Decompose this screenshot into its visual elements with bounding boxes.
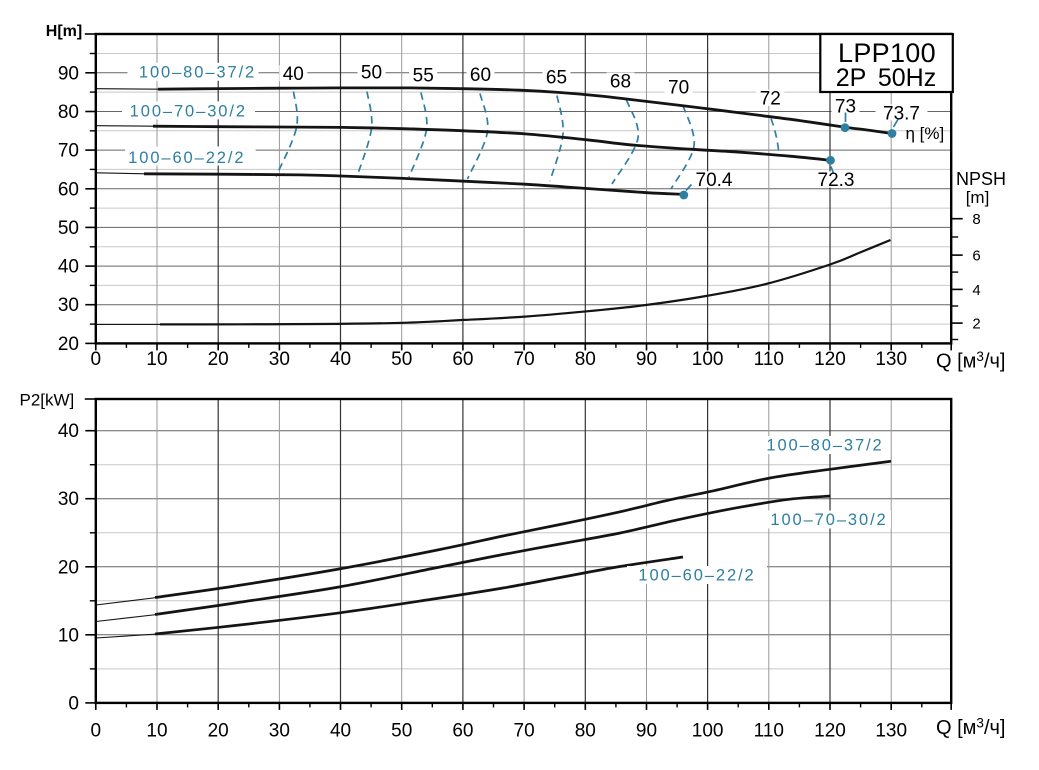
svg-text:50: 50: [391, 720, 412, 741]
svg-text:20: 20: [58, 334, 79, 355]
svg-text:68: 68: [610, 71, 631, 92]
svg-text:70: 70: [514, 720, 535, 741]
svg-text:4: 4: [972, 282, 980, 299]
svg-text:72: 72: [760, 89, 781, 110]
svg-text:90: 90: [636, 720, 657, 741]
svg-text:55: 55: [413, 65, 434, 86]
svg-text:50: 50: [361, 63, 382, 84]
svg-text:65: 65: [546, 68, 567, 89]
svg-text:H[m]: H[m]: [46, 23, 82, 40]
svg-text:NPSH: NPSH: [956, 169, 1006, 189]
svg-text:6: 6: [972, 248, 980, 265]
svg-text:0: 0: [91, 349, 102, 370]
svg-text:73.7: 73.7: [883, 103, 920, 124]
svg-text:70: 70: [668, 77, 689, 98]
svg-text:73: 73: [835, 97, 856, 118]
svg-text:60: 60: [452, 349, 473, 370]
svg-text:20: 20: [58, 557, 79, 578]
svg-text:70: 70: [58, 141, 79, 162]
svg-text:10: 10: [58, 625, 79, 646]
svg-text:30: 30: [269, 720, 290, 741]
svg-text:100: 100: [692, 720, 724, 741]
svg-text:100–70–30/2: 100–70–30/2: [130, 102, 247, 120]
svg-text:100–70–30/2: 100–70–30/2: [770, 511, 887, 529]
svg-text:72.3: 72.3: [818, 170, 855, 191]
svg-text:20: 20: [208, 349, 229, 370]
svg-text:50: 50: [391, 349, 412, 370]
svg-text:10: 10: [146, 349, 167, 370]
svg-text:110: 110: [754, 720, 784, 741]
svg-text:Q [м3/ч]: Q [м3/ч]: [936, 716, 1005, 739]
svg-text:20: 20: [208, 720, 229, 741]
svg-text:130: 130: [875, 349, 907, 370]
svg-text:10: 10: [146, 720, 167, 741]
svg-text:[m]: [m]: [966, 188, 990, 207]
svg-text:90: 90: [58, 63, 79, 84]
svg-text:2P 50Hz: 2P 50Hz: [836, 64, 936, 92]
svg-text:100–60–22/2: 100–60–22/2: [638, 567, 755, 585]
svg-text:70: 70: [514, 349, 535, 370]
svg-text:120: 120: [814, 349, 846, 370]
svg-text:0: 0: [91, 720, 102, 741]
svg-text:40: 40: [330, 349, 351, 370]
svg-text:60: 60: [452, 720, 473, 741]
svg-text:80: 80: [58, 102, 79, 123]
svg-text:100–60–22/2: 100–60–22/2: [128, 149, 245, 167]
svg-text:60: 60: [58, 179, 79, 200]
svg-text:40: 40: [330, 720, 351, 741]
svg-text:100–80–37/2: 100–80–37/2: [139, 64, 256, 82]
svg-text:40: 40: [58, 421, 79, 442]
svg-text:P2[kW]: P2[kW]: [20, 391, 75, 410]
svg-text:0: 0: [68, 693, 79, 714]
svg-text:80: 80: [575, 720, 596, 741]
svg-text:8: 8: [972, 211, 980, 228]
svg-text:30: 30: [269, 349, 290, 370]
svg-text:60: 60: [470, 65, 491, 86]
svg-text:110: 110: [754, 349, 784, 370]
svg-text:130: 130: [875, 720, 907, 741]
svg-text:LPP100: LPP100: [838, 38, 936, 68]
svg-text:70.4: 70.4: [696, 170, 733, 191]
svg-text:30: 30: [58, 489, 79, 510]
svg-text:40: 40: [283, 64, 304, 85]
svg-text:100–80–37/2: 100–80–37/2: [766, 437, 883, 455]
svg-text:100: 100: [692, 349, 724, 370]
svg-text:80: 80: [575, 349, 596, 370]
svg-text:50: 50: [58, 218, 79, 239]
svg-text:120: 120: [814, 720, 846, 741]
svg-text:40: 40: [58, 257, 79, 278]
svg-text:30: 30: [58, 295, 79, 316]
svg-text:Q [м3/ч]: Q [м3/ч]: [936, 349, 1005, 372]
svg-text:2: 2: [972, 316, 980, 333]
svg-text:90: 90: [636, 349, 657, 370]
svg-text:η [%]: η [%]: [906, 124, 945, 143]
